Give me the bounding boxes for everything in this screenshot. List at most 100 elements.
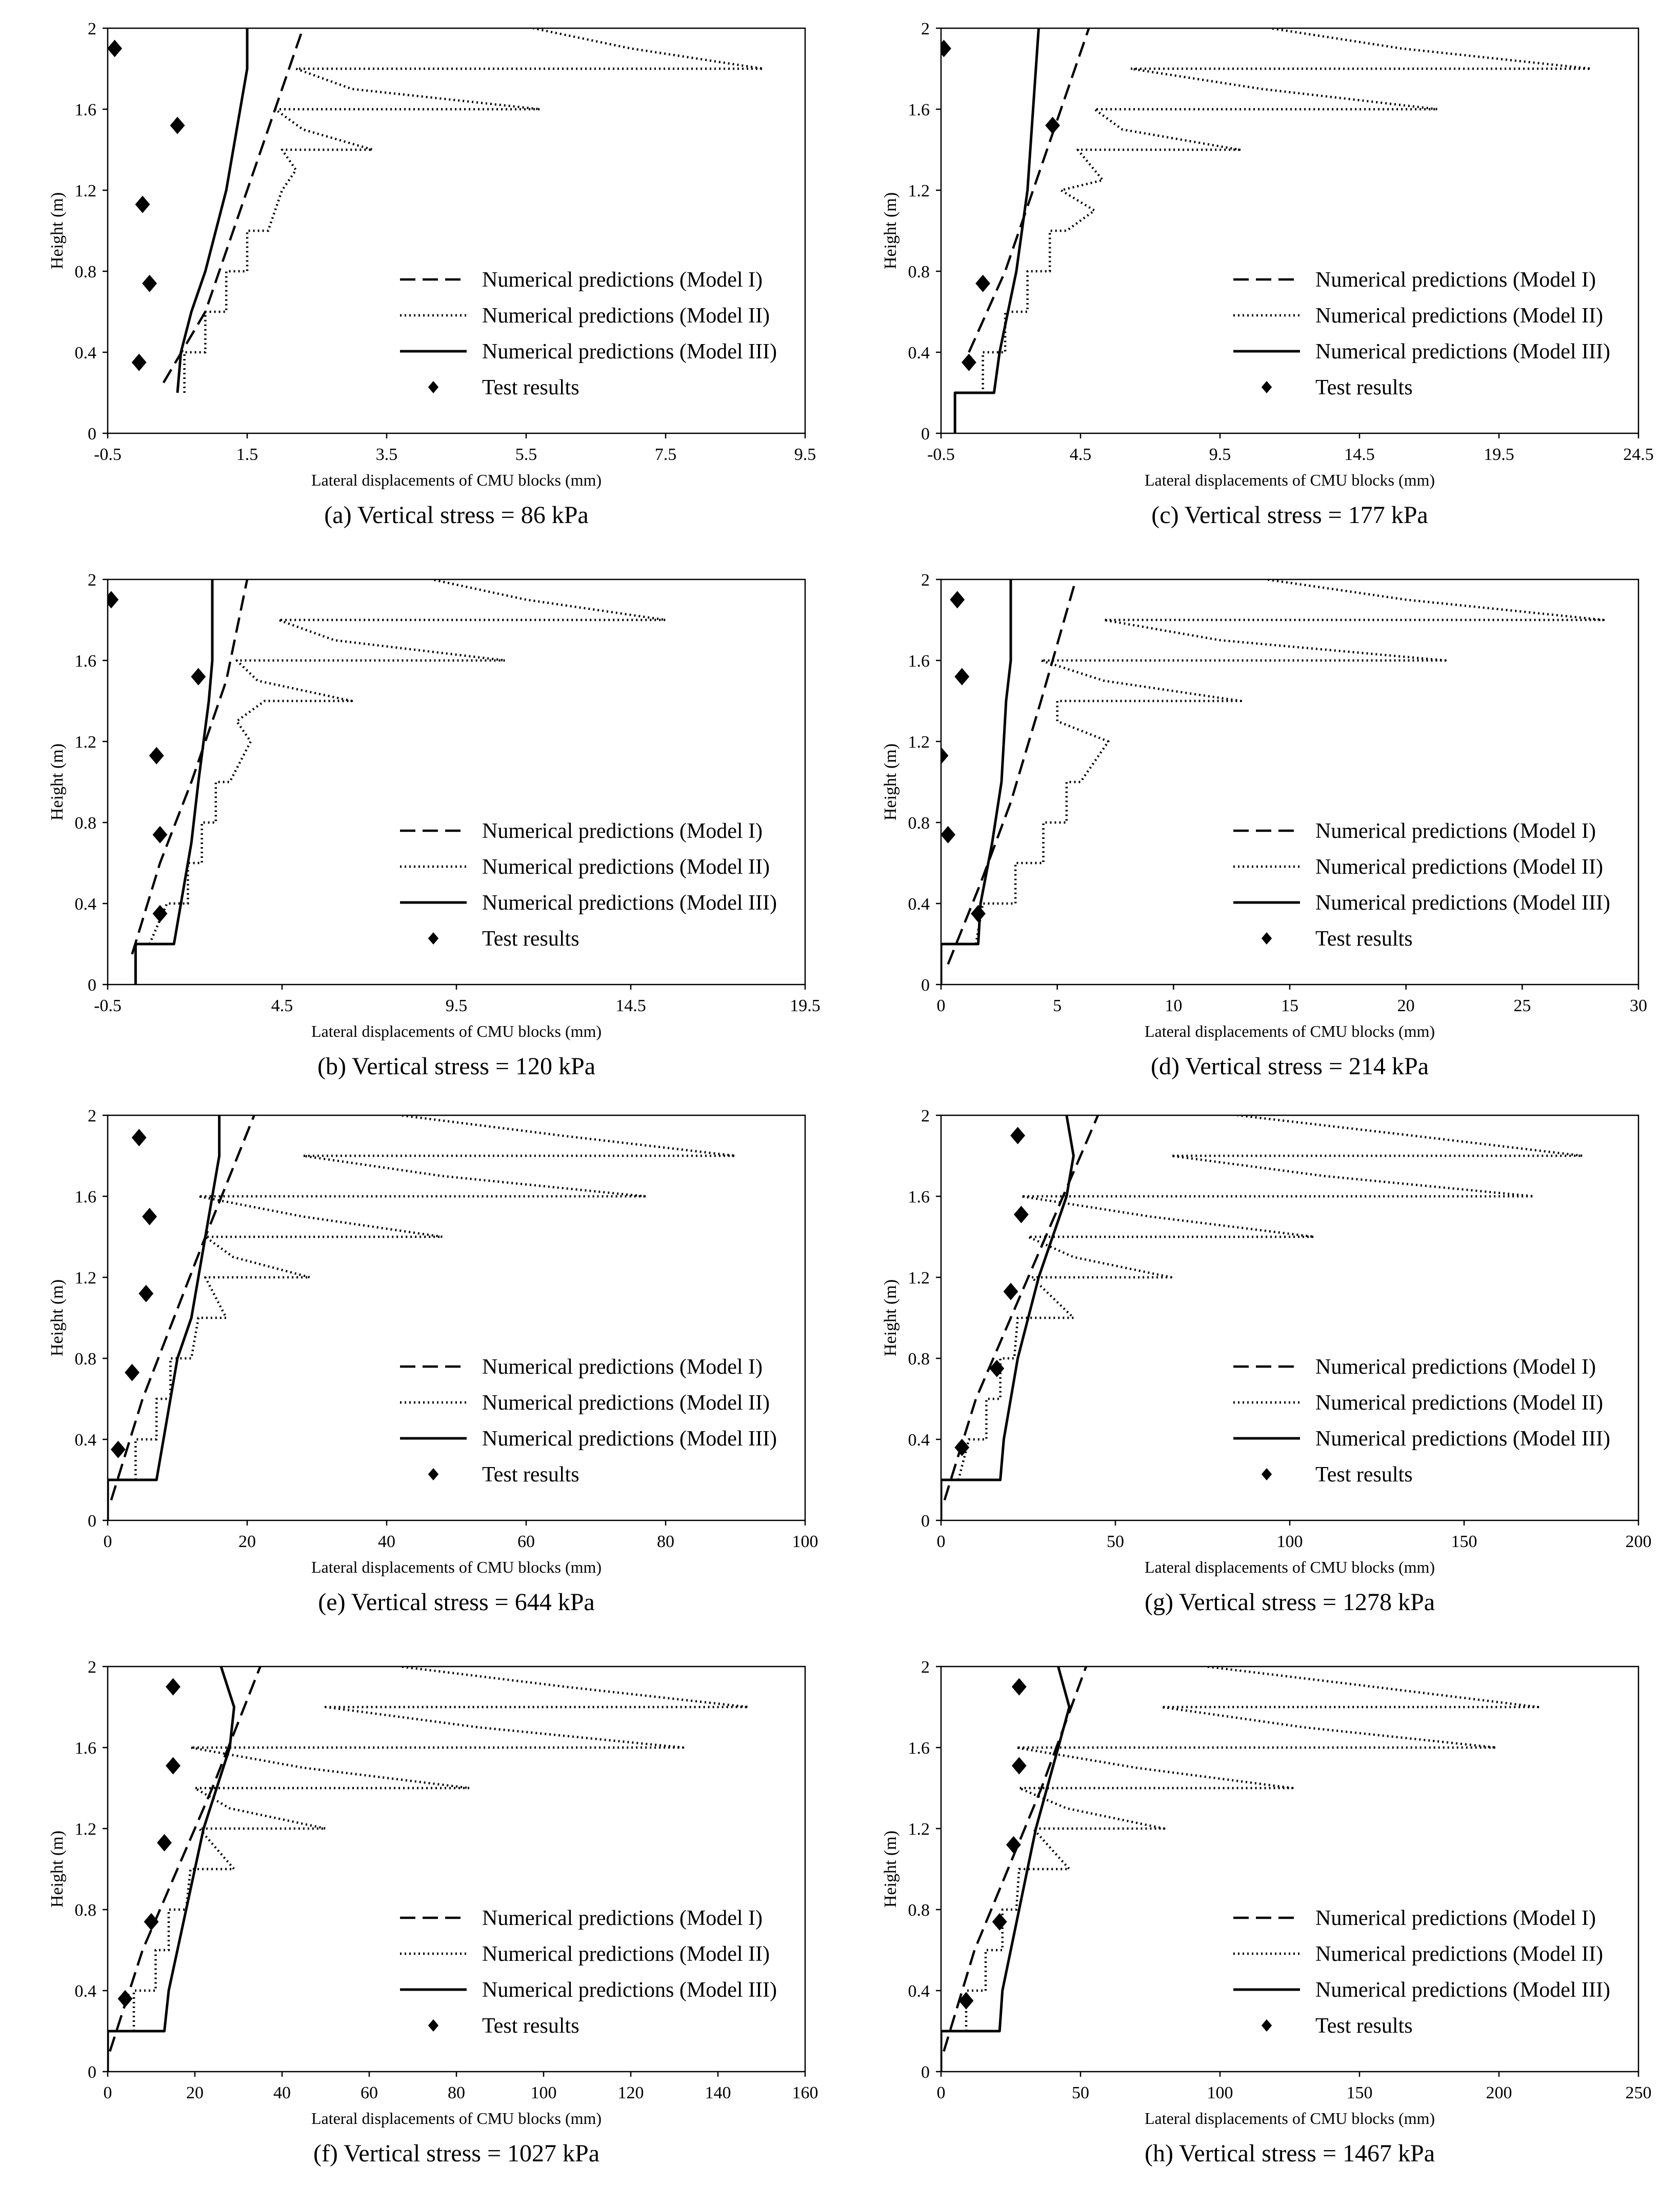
legend-label: Numerical predictions (Model I) bbox=[1315, 1907, 1596, 1930]
x-tick-label: 120 bbox=[618, 2083, 644, 2102]
y-axis-label: Height (m) bbox=[881, 744, 900, 820]
panel-caption: (f) Vertical stress = 1027 kPa bbox=[313, 2140, 599, 2167]
legend-label: Test results bbox=[482, 1463, 579, 1487]
test-result-marker bbox=[975, 274, 991, 292]
y-tick-label: 0 bbox=[921, 425, 930, 444]
panel-caption: (a) Vertical stress = 86 kPa bbox=[324, 501, 588, 529]
x-tick-label: 40 bbox=[378, 1532, 395, 1551]
series-group bbox=[108, 579, 667, 985]
x-tick-label: 0 bbox=[104, 1532, 112, 1551]
legend-swatch-test-results bbox=[428, 932, 439, 945]
legend-label: Test results bbox=[1315, 376, 1413, 399]
test-result-marker bbox=[131, 353, 147, 371]
x-axis-label: Lateral displacements of CMU blocks (mm) bbox=[311, 2109, 602, 2128]
panel-caption: (c) Vertical stress = 177 kPa bbox=[1151, 501, 1428, 529]
legend-label: Numerical predictions (Model I) bbox=[1315, 819, 1596, 843]
x-tick-label: 200 bbox=[1626, 1532, 1652, 1551]
x-tick-label: 0 bbox=[104, 2083, 112, 2102]
y-tick-label: 1.6 bbox=[908, 652, 930, 671]
x-axis-label: Lateral displacements of CMU blocks (mm) bbox=[1145, 2109, 1435, 2128]
test-result-marker bbox=[954, 1438, 970, 1456]
legend-label: Test results bbox=[1315, 1463, 1413, 1487]
x-tick-label: 60 bbox=[517, 1532, 535, 1551]
y-tick-label: 1.2 bbox=[908, 733, 930, 752]
x-tick-label: 200 bbox=[1486, 2083, 1512, 2102]
y-tick-label: 1.2 bbox=[75, 1820, 97, 1839]
series-group bbox=[941, 1115, 1584, 1520]
panel-caption: (b) Vertical stress = 120 kPa bbox=[317, 1053, 595, 1080]
x-tick-label: 20 bbox=[238, 1532, 256, 1551]
plot-frame bbox=[940, 578, 1639, 986]
x-axis-label: Lateral displacements of CMU blocks (mm) bbox=[311, 1022, 602, 1040]
x-tick-label: 100 bbox=[531, 2083, 557, 2102]
y-tick-label: 1.2 bbox=[908, 1269, 930, 1288]
series-model-2-line bbox=[134, 1115, 737, 1480]
legend-label: Test results bbox=[482, 927, 579, 951]
plot-frame bbox=[940, 27, 1639, 434]
y-tick-label: 0 bbox=[88, 1512, 96, 1531]
legend-label: Numerical predictions (Model I) bbox=[482, 1355, 763, 1379]
legend-swatch-test-results bbox=[428, 1468, 439, 1480]
test-result-marker bbox=[1011, 1757, 1027, 1775]
series-model-1-line bbox=[968, 28, 1090, 353]
chart-panel-f: 0 0.4 0.8 1.2 1.6 2 0 20 40 60 80 100 120 140 160 Heigh… bbox=[31, 1649, 831, 2197]
x-tick-label: 1.5 bbox=[236, 445, 258, 464]
chart-svg-h: 0 0.4 0.8 1.2 1.6 2 0 50 100 150 200 250 Height (m) L… bbox=[881, 1658, 1652, 2167]
legend-label: Test results bbox=[482, 376, 579, 399]
chart-panel-e: 0 0.4 0.8 1.2 1.6 2 0 20 40 60 80 100 Height (m) Late… bbox=[31, 1097, 831, 1646]
test-result-marker bbox=[152, 905, 168, 922]
y-tick-label: 0 bbox=[88, 2063, 96, 2082]
legend-label: Numerical predictions (Model II) bbox=[482, 1942, 770, 1966]
series-model-3-line bbox=[953, 28, 1040, 433]
y-axis-label: Height (m) bbox=[48, 1279, 67, 1356]
x-tick-label: 100 bbox=[1207, 2083, 1233, 2102]
x-tick-label: 250 bbox=[1626, 2083, 1652, 2102]
x-tick-label: 14.5 bbox=[1344, 445, 1375, 464]
series-group bbox=[941, 579, 1605, 985]
x-tick-label: -0.5 bbox=[927, 445, 955, 464]
legend-label: Numerical predictions (Model I) bbox=[482, 1907, 763, 1930]
chart-svg-f: 00.40.81.21.620 20 40 60 80 100 120 140 160Heigh… bbox=[48, 1658, 818, 2167]
y-axis-label: Height (m) bbox=[48, 744, 67, 820]
test-result-marker bbox=[117, 1990, 133, 2008]
x-tick-label: 50 bbox=[1107, 1532, 1124, 1551]
legend-label: Numerical predictions (Model III) bbox=[1315, 1978, 1610, 2002]
x-tick-label: 140 bbox=[705, 2083, 731, 2102]
x-tick-label: 40 bbox=[273, 2083, 291, 2102]
chart-panel-c: 0 0.4 0.8 1.2 1.6 2 -0.5 4.5 9.5 14.5 19.5 24.5 Heig… bbox=[864, 10, 1664, 559]
x-tick-label: 9.5 bbox=[446, 996, 468, 1015]
series-model-3-line bbox=[941, 1115, 1075, 1520]
y-tick-label: 2 bbox=[88, 1658, 96, 1677]
y-tick-label: 1.6 bbox=[908, 101, 930, 119]
chart-svg-c: 0 0.4 0.8 1.2 1.6 2 -0.5 4.5 9.5 14.5 19.5 24.5 Heig… bbox=[881, 19, 1654, 529]
series-group bbox=[108, 28, 765, 393]
legend-label: Test results bbox=[1315, 2014, 1413, 2038]
legend-label: Numerical predictions (Model II) bbox=[482, 1391, 770, 1415]
test-result-marker bbox=[149, 747, 164, 765]
series-group bbox=[941, 28, 1592, 433]
y-tick-label: 2 bbox=[921, 19, 930, 38]
y-tick-label: 0.8 bbox=[908, 1901, 930, 1920]
y-tick-label: 1.6 bbox=[75, 652, 97, 671]
y-tick-label: 2 bbox=[88, 571, 96, 590]
x-tick-label: 160 bbox=[792, 2083, 818, 2102]
test-result-marker bbox=[1010, 1127, 1026, 1145]
y-tick-label: 2 bbox=[921, 571, 930, 590]
y-tick-label: 0 bbox=[88, 425, 96, 444]
legend-swatch-test-results bbox=[1261, 1468, 1272, 1480]
y-tick-label: 0.8 bbox=[75, 1901, 97, 1920]
x-tick-label: 5.5 bbox=[515, 445, 537, 464]
series-model-3-line bbox=[941, 1667, 1071, 2072]
y-tick-label: 0.4 bbox=[908, 895, 930, 914]
test-result-marker bbox=[125, 1363, 140, 1381]
x-tick-label: 80 bbox=[657, 1532, 674, 1551]
chart-svg-g: 0 0.4 0.8 1.2 1.6 2 0 50 100 150 200 Height (m) Late… bbox=[881, 1107, 1652, 1616]
legend-label: Numerical predictions (Model II) bbox=[1315, 855, 1603, 879]
x-tick-label: 30 bbox=[1630, 996, 1647, 1015]
y-tick-label: 0 bbox=[921, 1512, 930, 1531]
test-result-marker bbox=[157, 1834, 172, 1852]
legend-label: Numerical predictions (Model III) bbox=[482, 891, 777, 915]
legend-swatch-test-results bbox=[1261, 381, 1272, 393]
test-result-marker bbox=[131, 1129, 147, 1147]
